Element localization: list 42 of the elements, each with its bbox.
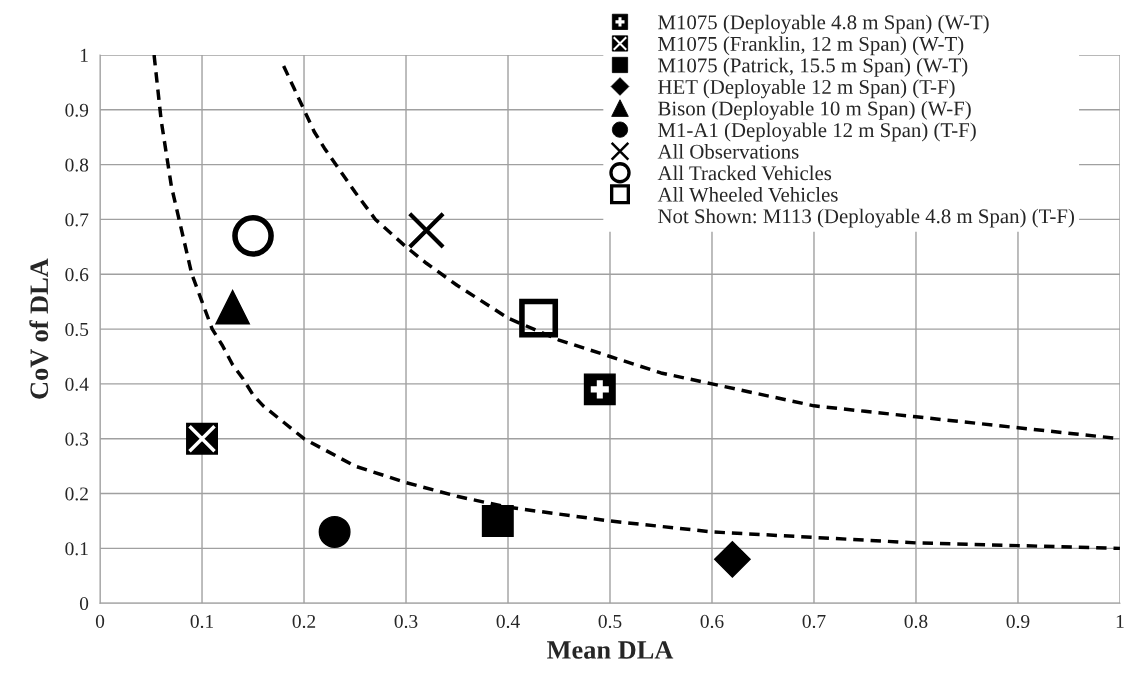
y-tick-label: 0.7 xyxy=(65,213,89,227)
x-tick-label: 0.6 xyxy=(700,614,724,629)
legend-label: All Wheeled Vehicles xyxy=(657,187,838,202)
y-tick-label: 0.1 xyxy=(65,542,88,556)
legend-label: Bison (Deployable 10 m Span) (W-F) xyxy=(658,100,971,120)
x-tick-label: 0.8 xyxy=(904,614,928,629)
legend-label: M1075 (Deployable 4.8 m Span) (W-T) xyxy=(658,14,989,34)
legend-label: M1-A1 (Deployable 12 m Span) (T-F) xyxy=(658,122,976,142)
y-tick-label: 0 xyxy=(79,597,89,611)
legend-label: M1075 (Franklin, 12 m Span) (W-T) xyxy=(658,36,964,56)
y-tick-label: 0.9 xyxy=(65,103,89,117)
legend-label: M1075 (Patrick, 15.5 m Span) (W-T) xyxy=(658,57,968,77)
point xyxy=(215,289,250,325)
point xyxy=(407,211,446,250)
y-tick-label: 0.2 xyxy=(65,487,88,501)
line-series xyxy=(152,54,1120,551)
x-tick-label: 0 xyxy=(95,614,105,628)
y-tick-label: 1 xyxy=(80,48,88,62)
y-tick-label: 0.4 xyxy=(65,377,89,391)
x-tick-label: 0.7 xyxy=(802,614,826,629)
y-tick-label: 0.3 xyxy=(65,432,89,446)
point xyxy=(714,540,751,578)
x-axis-title: Mean DLA xyxy=(547,641,674,659)
legend-label: HET (Deployable 12 m Span) (T-F) xyxy=(658,79,955,99)
point xyxy=(481,504,514,537)
x-tick-label: 0.3 xyxy=(394,614,418,629)
x-tick-label: 1 xyxy=(1116,614,1124,628)
legend-label: All Observations xyxy=(657,144,799,159)
x-tick-label: 0.1 xyxy=(190,614,214,629)
point xyxy=(519,298,559,338)
point xyxy=(232,215,274,257)
legend-label: All Tracked Vehicles xyxy=(657,165,832,181)
y-tick-label: 0.6 xyxy=(65,268,89,282)
x-tick-label: 0.5 xyxy=(598,614,622,629)
y-tick-label: 0.8 xyxy=(65,158,89,172)
x-tick-label: 0.2 xyxy=(292,614,316,629)
y-tick-label: 0.5 xyxy=(65,322,89,337)
annotation: Not Shown: M113 (Deployable 4.8 m Span) (T-F) xyxy=(658,208,1074,228)
y-axis-title: CoV of DLA xyxy=(29,258,49,399)
x-tick-label: 0.4 xyxy=(496,614,520,629)
point xyxy=(318,515,351,548)
x-tick-label: 0.9 xyxy=(1006,614,1030,629)
